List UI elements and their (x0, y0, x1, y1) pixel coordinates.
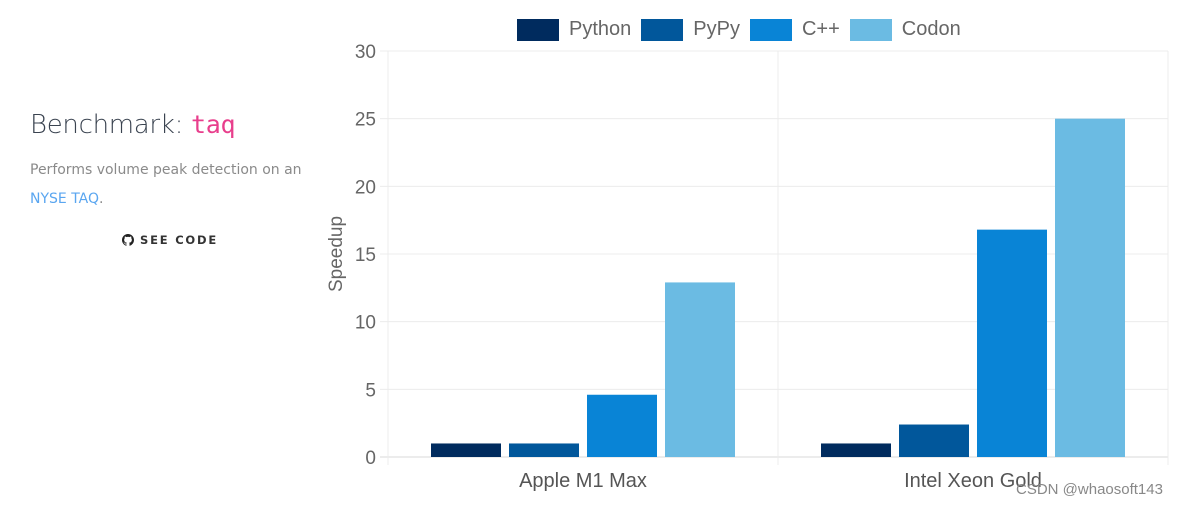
bar-codon[interactable] (665, 282, 735, 457)
legend-item-cpp[interactable]: C++ (749, 18, 840, 41)
github-icon (122, 234, 134, 246)
legend-swatch (849, 18, 892, 41)
y-tick-label: 10 (355, 313, 376, 334)
title-prefix: Benchmark: (30, 110, 192, 140)
x-category-label: Intel Xeon Gold (904, 470, 1042, 492)
benchmark-description: Performs volume peak detection on an NYS… (30, 156, 320, 214)
nyse-taq-link[interactable]: NYSE TAQ (30, 191, 100, 207)
y-tick-label: 30 (355, 42, 376, 63)
description-text: Performs volume peak detection on an (30, 162, 302, 178)
bar-codon[interactable] (1055, 118, 1125, 458)
y-tick-label: 15 (355, 245, 376, 266)
y-tick-label: 20 (355, 177, 376, 198)
y-tick-label: 5 (365, 380, 376, 401)
legend-label: Python (569, 18, 632, 40)
bar-python[interactable] (821, 443, 891, 457)
legend-swatch (749, 18, 792, 41)
legend-label: C++ (801, 18, 840, 40)
benchmark-name-code: taq (191, 110, 236, 139)
benchmark-title: Benchmark: taq (30, 110, 320, 140)
bar-pypy[interactable] (899, 424, 969, 457)
bar-pypy[interactable] (509, 443, 579, 457)
bar-cpp[interactable] (587, 394, 657, 457)
y-axis-label: Speedup (326, 216, 347, 292)
x-category-label: Apple M1 Max (519, 470, 647, 492)
legend-item-python[interactable]: Python (517, 18, 631, 41)
watermark: CSDN @whaosoft143 (1016, 481, 1163, 498)
see-code-button[interactable]: SEE CODE (122, 233, 218, 247)
legend-label: PyPy (693, 18, 740, 40)
bar-python[interactable] (431, 443, 501, 457)
legend-swatch (641, 18, 684, 41)
legend-swatch (517, 18, 559, 41)
y-tick-label: 25 (355, 110, 376, 131)
y-tick-label: 0 (365, 448, 376, 469)
legend-item-pypy[interactable]: PyPy (641, 18, 740, 41)
link-suffix: . (99, 191, 104, 207)
benchmark-info: Benchmark: taq Performs volume peak dete… (30, 110, 320, 214)
legend-label: Codon (901, 18, 961, 40)
chart-legend: Python PyPy C++ Codon (517, 18, 971, 41)
legend-item-codon[interactable]: Codon (849, 18, 961, 41)
bar-cpp[interactable] (977, 229, 1047, 457)
see-code-label: SEE CODE (140, 233, 219, 247)
